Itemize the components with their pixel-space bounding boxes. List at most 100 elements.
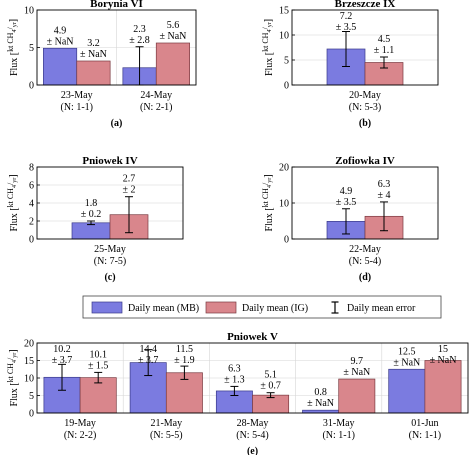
panel-label: (a) <box>111 118 123 129</box>
data-label-value: 11.5 <box>176 344 193 355</box>
data-label-error: ± 2 <box>123 185 136 196</box>
data-label-error: ± 0.2 <box>81 209 102 220</box>
data-label-error: ± 4 <box>378 190 391 201</box>
data-label-value: 6.3 <box>228 363 241 374</box>
data-label-error: ± NaN <box>160 31 187 42</box>
panel-b: 0 5 10 15 ± 3.57.2 ± 1.14.5 20-May(N: 5-3) Brze… <box>261 0 439 129</box>
data-label-error: ± 1.9 <box>174 355 195 366</box>
panel-label: (e) <box>247 446 258 455</box>
y-tick-label: 10 <box>24 6 34 17</box>
y-tick-label: 5 <box>29 391 34 402</box>
axes-frame <box>36 166 184 240</box>
x-count-label: (N: 5-3) <box>349 102 382 113</box>
chart-title: Borynia VI <box>90 0 143 10</box>
panel-label: (b) <box>359 118 371 129</box>
y-axis-label: Flux [kt CH4/yr] <box>6 174 20 231</box>
bar-mb <box>388 368 426 414</box>
panel-label: (c) <box>104 272 115 283</box>
data-label-value: 5.1 <box>264 370 277 381</box>
data-label-value: 15 <box>438 344 448 355</box>
data-label-value: 10.1 <box>89 349 107 360</box>
y-axis-label: Flux [kt CH4/yr] <box>261 19 275 76</box>
chart-title: Pniowek IV <box>82 155 137 167</box>
y-tick-label: 10 <box>279 199 289 210</box>
chart-title: Pniowek V <box>227 331 278 343</box>
legend-label-err: Daily mean error <box>347 303 416 314</box>
y-tick-label: 6 <box>29 181 34 192</box>
x-tick-label: 19-May <box>64 418 96 429</box>
bar-ig <box>338 378 376 414</box>
y-tick-label: 4 <box>29 199 34 210</box>
bar-ig <box>155 42 190 86</box>
data-label-value: 10.2 <box>53 344 71 355</box>
data-label-value: 2.3 <box>133 24 146 35</box>
x-count-label: (N: 2-2) <box>64 430 97 441</box>
axes-frame <box>36 9 197 86</box>
data-label-error: ± 1.1 <box>374 45 395 56</box>
y-tick-label: 10 <box>279 31 289 42</box>
y-tick-label: 20 <box>24 339 34 350</box>
data-label-value: 6.3 <box>378 179 391 190</box>
data-label-value: 0.8 <box>314 387 327 398</box>
data-label-error: ± NaN <box>343 367 370 378</box>
axes-frame <box>36 342 469 414</box>
bar-mb <box>71 222 111 240</box>
x-count-label: (N: 5-4) <box>236 430 269 441</box>
x-count-label: (N: 5-4) <box>349 256 382 267</box>
y-tick-label: 5 <box>29 43 34 54</box>
y-axis-label: Flux [kt CH4/yr] <box>6 19 20 76</box>
x-tick-label: 24-May <box>140 90 172 101</box>
data-label-value: 3.2 <box>87 38 100 49</box>
panel-d: 0 10 20 ± 3.54.9 ± 46.3 22-May(N: 5-4) Zofiowk… <box>261 155 439 283</box>
x-tick-label: 28-May <box>237 418 269 429</box>
data-label-value: 1.8 <box>85 198 98 209</box>
data-label-value: 12.5 <box>398 346 416 357</box>
data-label-error: ± 2.8 <box>129 35 150 46</box>
data-label-value: 2.7 <box>123 174 136 185</box>
legend-swatch-ig <box>205 301 237 314</box>
legend-label-ig: Daily mean (IG) <box>242 303 308 314</box>
data-label-error: ± 3.7 <box>138 355 159 366</box>
x-count-label: (N: 2-1) <box>140 102 173 113</box>
legend: Daily mean (MB) Daily mean (IG) Daily me… <box>82 295 442 319</box>
y-tick-label: 15 <box>279 6 289 17</box>
panel-label: (d) <box>359 272 371 283</box>
panel-c: 0 2 4 6 8 ± 0.21.8 ± 22.7 25-May(N: 7-5) Pniowek… <box>6 155 184 283</box>
x-count-label: (N: 5-5) <box>150 430 183 441</box>
y-tick-label: 0 <box>284 81 289 92</box>
y-tick-label: 15 <box>24 356 34 367</box>
y-tick-label: 0 <box>29 409 34 420</box>
data-label-error: ± NaN <box>80 49 107 60</box>
y-tick-label: 8 <box>29 163 34 174</box>
bar-mb <box>43 47 78 86</box>
y-axis-label: Flux [kt CH4/yr] <box>261 174 275 231</box>
data-label-value: 4.9 <box>340 186 353 197</box>
data-label-error: ± 0.7 <box>260 381 281 392</box>
chart-title: Brzeszcze IX <box>335 0 396 10</box>
y-tick-label: 0 <box>29 235 34 246</box>
x-tick-label: 31-May <box>323 418 355 429</box>
axes-frame <box>291 9 439 86</box>
legend-label-mb: Daily mean (MB) <box>128 303 199 314</box>
data-label-error: ± NaN <box>393 357 420 368</box>
y-tick-label: 20 <box>279 163 289 174</box>
x-count-label: (N: 1-1) <box>409 430 442 441</box>
x-tick-label: 01-Jun <box>411 418 438 429</box>
y-tick-label: 5 <box>284 56 289 67</box>
y-tick-label: 0 <box>29 81 34 92</box>
data-label-error: ± NaN <box>430 355 457 366</box>
data-label-value: 7.2 <box>340 11 353 22</box>
legend-box <box>82 295 442 319</box>
data-label-error: ± 3.5 <box>336 197 357 208</box>
data-label-error: ± NaN <box>307 398 334 409</box>
data-label-error: ± 1.5 <box>88 360 109 371</box>
y-tick-label: 2 <box>29 217 34 228</box>
bar-ig <box>76 60 111 86</box>
data-label-value: 14.4 <box>139 344 157 355</box>
x-count-label: (N: 1-1) <box>61 102 94 113</box>
legend-errorbar-icon <box>331 301 339 314</box>
